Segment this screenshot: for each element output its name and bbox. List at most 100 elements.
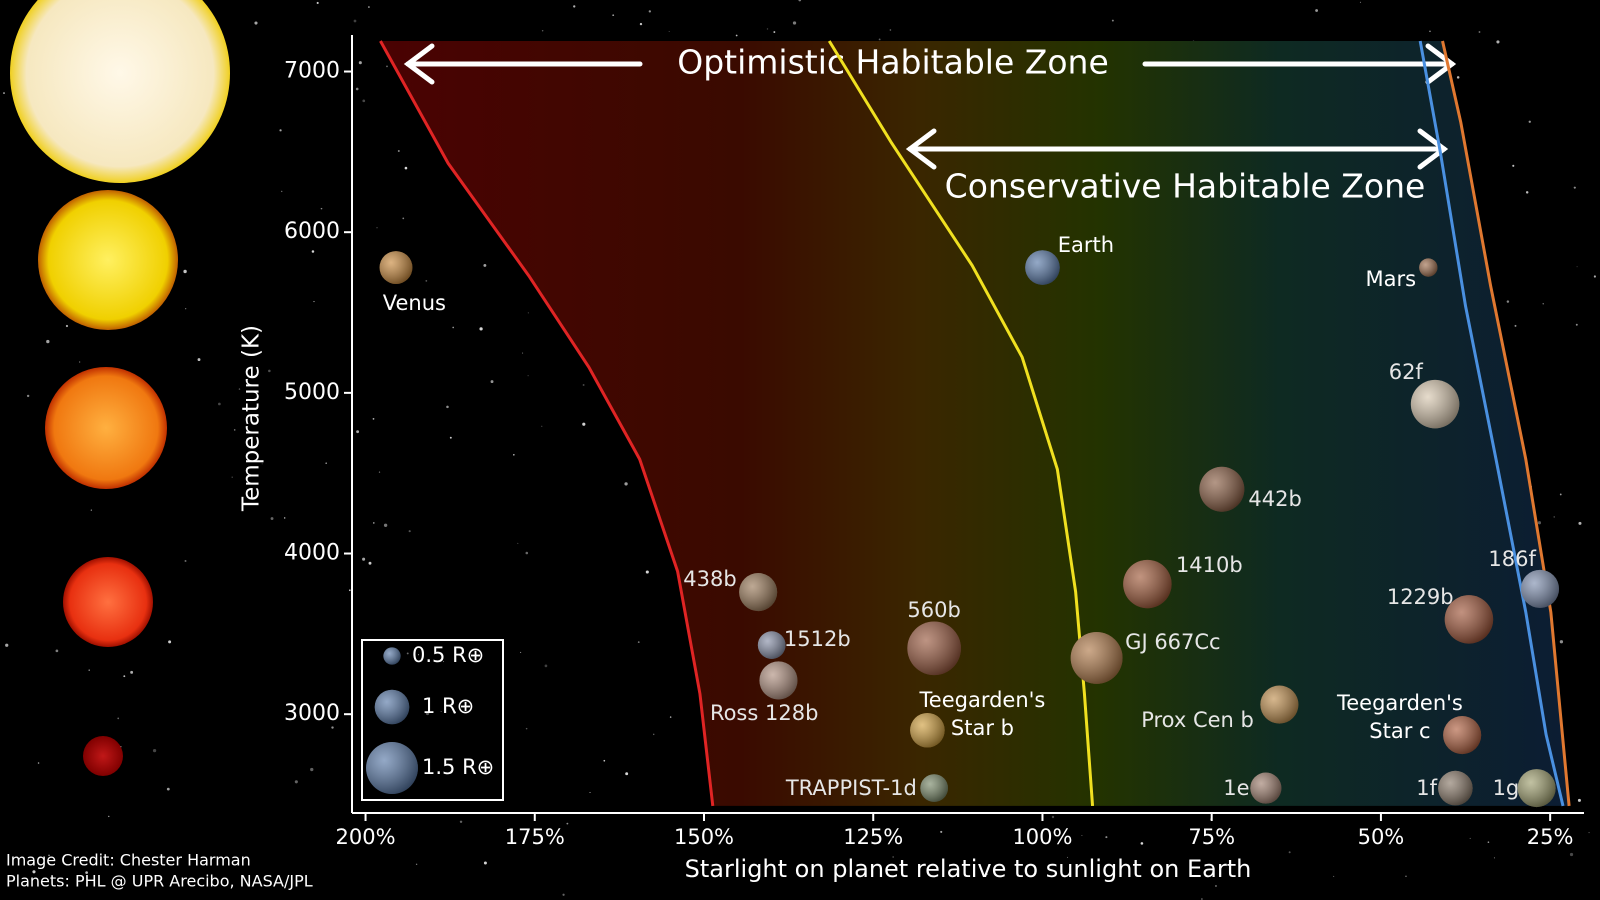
background-star [279, 129, 282, 132]
background-star [766, 28, 769, 30]
background-star [218, 402, 221, 406]
planet [1199, 466, 1245, 512]
conservative-arrow [905, 128, 1449, 170]
background-star [294, 780, 298, 784]
legend-label: 1 R⊕ [422, 694, 474, 718]
background-star [404, 166, 408, 170]
background-star [1429, 30, 1431, 33]
background-star [331, 726, 334, 729]
background-star [1081, 835, 1083, 837]
x-tick-label: 175% [505, 825, 565, 849]
planet-label: 560b [907, 597, 961, 622]
background-star [483, 263, 487, 267]
planet [1410, 379, 1460, 429]
background-star [987, 873, 989, 875]
background-star [313, 301, 315, 303]
planet-label: Venus [382, 291, 446, 316]
background-star [1578, 521, 1582, 525]
background-star [440, 711, 442, 713]
planet-shading [907, 621, 961, 676]
y-tick-label: 7000 [284, 59, 340, 84]
background-star [573, 5, 576, 8]
planet-shading [1025, 250, 1060, 285]
background-star [483, 861, 487, 865]
planet [1070, 632, 1123, 684]
background-star [197, 358, 201, 361]
background-star [612, 14, 615, 17]
planet [1517, 769, 1556, 808]
background-star [1559, 640, 1564, 644]
background-star [940, 830, 943, 833]
background-star [735, 34, 738, 37]
background-star [1487, 841, 1490, 843]
background-star [261, 463, 263, 465]
background-star [1111, 19, 1114, 22]
planet-shading [1520, 569, 1560, 608]
planet [920, 774, 948, 802]
background-star [1537, 521, 1542, 525]
background-star [544, 664, 548, 668]
x-tick-label: 25% [1527, 825, 1574, 849]
background-star [1575, 323, 1578, 326]
background-star [1514, 324, 1517, 327]
background-star [37, 762, 40, 764]
background-star [1576, 266, 1578, 268]
background-star [402, 217, 405, 220]
planet-label: Mars [1365, 266, 1417, 291]
planet [1443, 716, 1482, 755]
background-star [1559, 493, 1562, 496]
background-star [55, 649, 59, 653]
background-star [233, 429, 236, 431]
x-tick-label: 100% [1012, 825, 1072, 849]
background-star [123, 675, 126, 678]
planet [907, 621, 961, 676]
zone-layer [380, 41, 1570, 806]
optimistic-arrow [403, 43, 1457, 85]
background-star [311, 250, 315, 253]
background-star [1542, 303, 1544, 305]
background-star [624, 482, 628, 486]
background-star [425, 279, 428, 282]
background-star [168, 640, 172, 644]
planet-shading [1260, 685, 1299, 724]
background-star [1200, 898, 1203, 900]
background-star [1506, 300, 1510, 303]
credit: Image Credit: Chester Harman [6, 851, 251, 870]
background-star [90, 509, 92, 511]
background-star [367, 6, 370, 8]
planet-shading [739, 573, 778, 612]
planet-label: Teegarden's Star b [919, 687, 1046, 740]
background-star [284, 517, 286, 519]
background-star [356, 430, 360, 434]
background-star [639, 22, 643, 26]
planet [1250, 772, 1282, 804]
background-star [527, 375, 529, 377]
background-star [254, 21, 258, 25]
background-star [1593, 275, 1596, 278]
legend-box [361, 639, 504, 801]
background-star [446, 405, 449, 409]
background-star [415, 863, 418, 866]
background-star [878, 38, 881, 41]
planet-label: 186f [1488, 547, 1536, 572]
planet [366, 742, 418, 794]
background-star [889, 29, 892, 31]
planet-shading [1410, 379, 1460, 429]
background-star [270, 517, 274, 520]
planet-label: 1e [1223, 776, 1250, 801]
planet-shading [1444, 595, 1494, 644]
background-star [108, 815, 110, 818]
background-star [152, 748, 157, 753]
y-tick-label: 6000 [284, 219, 340, 244]
background-star [625, 772, 629, 776]
planet-shading [1123, 559, 1172, 609]
planet-label: 62f [1388, 360, 1423, 385]
planet-shading [1199, 466, 1245, 512]
background-star [281, 190, 283, 193]
background-star [117, 717, 120, 720]
background-star [541, 29, 544, 32]
background-star [513, 454, 515, 456]
background-star [668, 31, 670, 32]
background-star [372, 417, 375, 420]
